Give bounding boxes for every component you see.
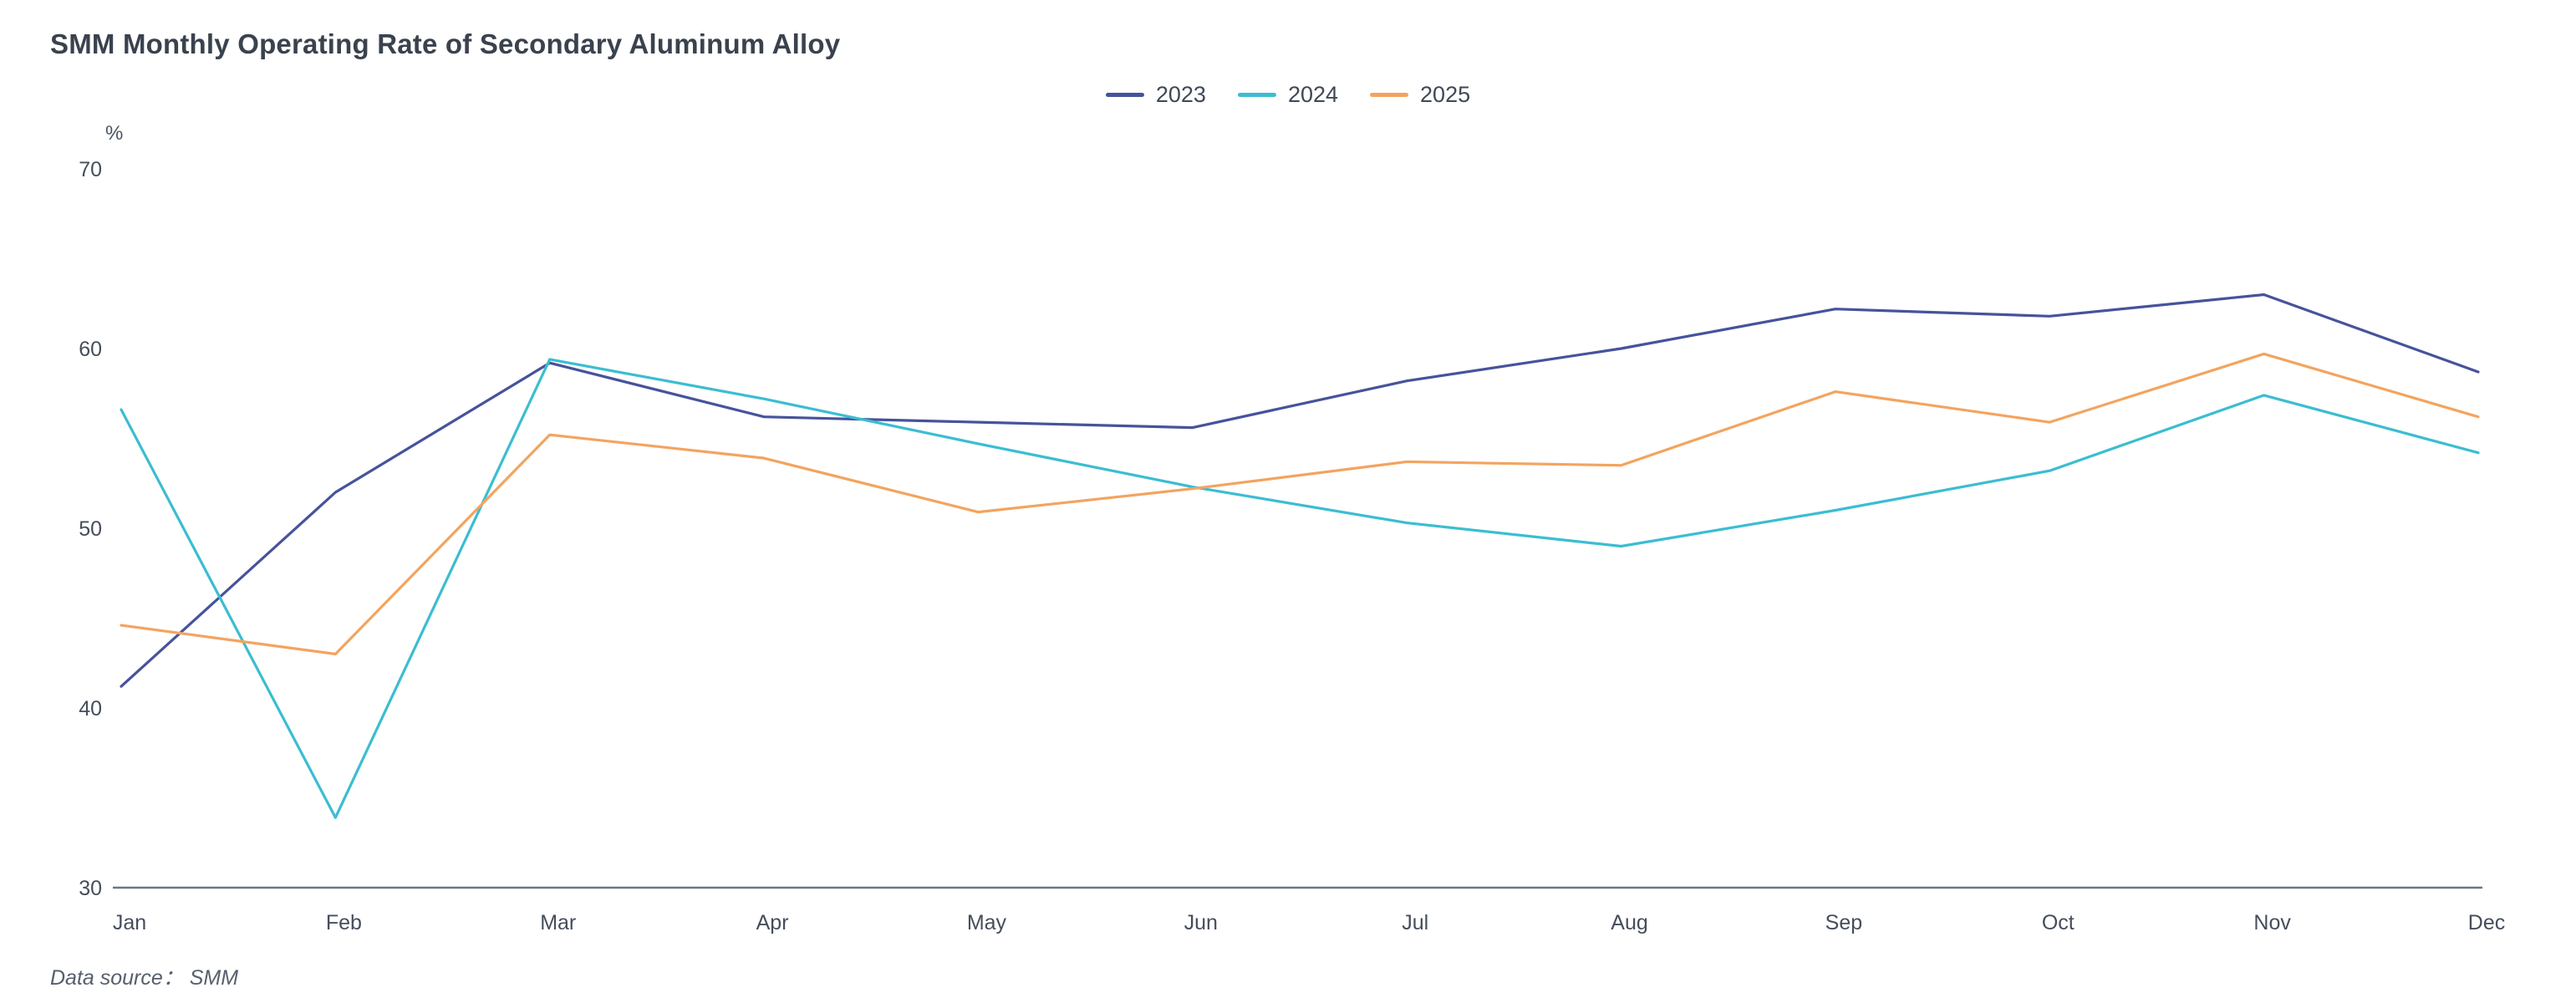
y-axis-tick-label: 70 (79, 158, 102, 181)
x-axis-tick-label: Apr (756, 911, 789, 934)
x-axis-tick-label: Nov (2253, 911, 2291, 934)
x-axis-tick-label: Dec (2468, 911, 2505, 934)
legend-label-2024: 2024 (1287, 82, 1339, 107)
legend-label-2023: 2023 (1155, 82, 1206, 107)
y-axis-tick-label: 60 (79, 338, 102, 361)
series-line-2024[interactable] (120, 358, 2480, 819)
legend-item-2023[interactable]: 2023 (1105, 82, 1206, 108)
legend-item-2025[interactable]: 2025 (1370, 82, 1470, 108)
y-axis-tick-label: 30 (79, 877, 102, 900)
y-axis-tick-label: 40 (79, 697, 102, 720)
legend-swatch-2024 (1237, 93, 1276, 97)
y-axis-unit-label: % (105, 122, 124, 145)
x-axis-tick-label: Aug (1611, 911, 1647, 934)
x-axis-tick-label: May (967, 911, 1007, 934)
x-axis-tick-label: Jul (1402, 911, 1428, 934)
legend: 2023 2024 2025 (0, 82, 2576, 108)
x-axis-tick-label: Sep (1825, 911, 1862, 934)
line-chart-plot-area[interactable]: 30 40 50 60 70 Jan Feb Mar Apr May Jun Jul Aug Sep Oct… (0, 125, 2576, 953)
legend-swatch-2023 (1105, 93, 1144, 97)
legend-item-2024[interactable]: 2024 (1237, 82, 1339, 108)
data-source-note: Data source： SMM (50, 966, 239, 990)
x-axis-tick-label: Feb (326, 911, 362, 934)
chart-title: SMM Monthly Operating Rate of Secondary … (50, 28, 841, 59)
x-axis-tick-label: Mar (540, 911, 576, 934)
x-axis-tick-label: Jan (113, 911, 146, 934)
series-line-2025[interactable] (120, 352, 2480, 656)
series-line-2023[interactable] (120, 293, 2480, 688)
x-axis-tick-label: Oct (2042, 911, 2075, 934)
legend-label-2025: 2025 (1420, 82, 1471, 107)
legend-swatch-2025 (1370, 93, 1409, 97)
x-axis-tick-label: Jun (1184, 911, 1218, 934)
y-axis-tick-label: 50 (79, 517, 102, 541)
